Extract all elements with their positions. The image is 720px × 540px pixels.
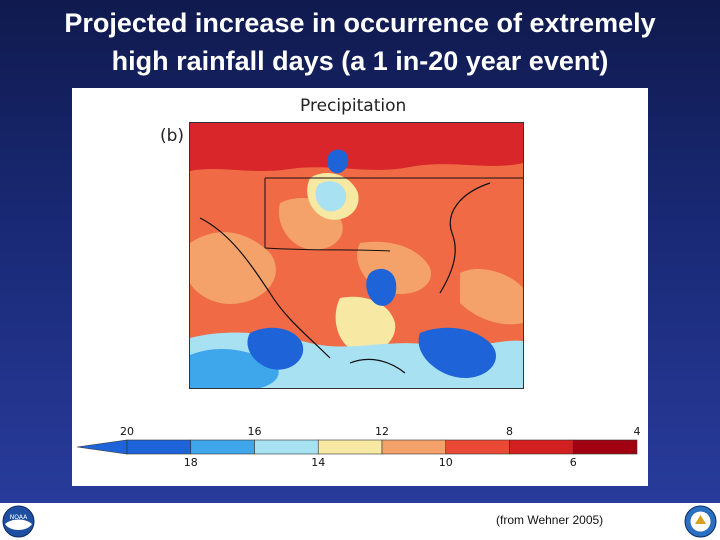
- colorbar-top-label: 8: [506, 425, 513, 438]
- colorbar-bottom-label: 18: [184, 456, 198, 469]
- darkblue-patch-pacific: [247, 327, 304, 370]
- colorbar-segment: [254, 439, 319, 455]
- colorbar-segment: [317, 439, 383, 455]
- slide-title-line-1: Projected increase in occurrence of extr…: [64, 8, 656, 38]
- darkblue-patch-plains: [366, 268, 397, 306]
- noaa-logo: NOAA: [2, 505, 35, 538]
- slide-title: Projected increase in occurrence of extr…: [0, 4, 720, 80]
- colorbar-bottom-label: 14: [311, 456, 325, 469]
- arctic-high-region: [190, 123, 523, 171]
- yellow-patch-mexico: [335, 296, 396, 353]
- precipitation-map: [189, 122, 524, 389]
- colorbar-segment: [190, 439, 255, 455]
- colorbar: 201612840 18141062: [76, 425, 641, 469]
- lightblue-patch-hudson: [315, 181, 347, 212]
- colorbar-segments: [76, 439, 638, 455]
- border-paths: [264, 177, 523, 252]
- slide-title-line-2: high rainfall days (a 1 in-20 year event…: [111, 46, 609, 76]
- colorbar-bottom-label: 10: [439, 456, 453, 469]
- colorbar-segment: [509, 439, 574, 455]
- orange-patch-west: [190, 232, 276, 304]
- figure-panel: Precipitation (b): [72, 88, 648, 486]
- panel-title: Precipitation: [300, 96, 407, 116]
- colorbar-segment: [381, 439, 447, 455]
- darkblue-patch-caribbean: [418, 327, 496, 378]
- colorbar-top-label: 4: [634, 425, 641, 438]
- colorbar-top-label: 12: [375, 425, 389, 438]
- commerce-seal-logo: [684, 505, 717, 538]
- colorbar-bottom-label: 6: [570, 456, 577, 469]
- footer-bar: NOAA (from Wehner 2005): [0, 503, 720, 540]
- colorbar-top-label: 16: [248, 425, 262, 438]
- colorbar-top-labels: 201612840: [120, 425, 641, 438]
- colorbar-bottom-labels: 18141062: [184, 456, 577, 469]
- colorbar-top-label: 20: [120, 425, 134, 438]
- orange-patch-east: [460, 268, 523, 325]
- darkblue-patch-arctic: [327, 149, 349, 174]
- colorbar-arrow-tip: [76, 439, 128, 455]
- svg-text:NOAA: NOAA: [10, 514, 28, 521]
- colorbar-segment: [126, 439, 192, 455]
- coastline-paths: [199, 182, 491, 374]
- colorbar-segment: [445, 439, 510, 455]
- citation-text: (from Wehner 2005): [496, 513, 604, 527]
- panel-label: (b): [160, 126, 185, 146]
- colorbar-segment: [572, 439, 638, 455]
- map-graphic: [190, 123, 523, 388]
